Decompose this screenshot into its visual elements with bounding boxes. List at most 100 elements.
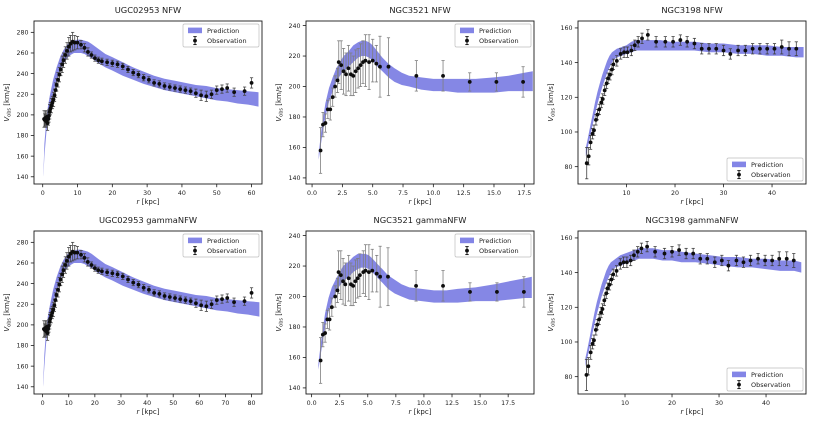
observation-point (610, 67, 614, 72)
observation-point (756, 256, 760, 261)
observation-point (338, 273, 343, 278)
observation-points (42, 249, 254, 336)
observation-point (663, 39, 668, 44)
y-tick-label: 240 (16, 71, 28, 78)
y-tick-label: 160 (16, 363, 28, 370)
legend: Prediction Observation (454, 233, 532, 258)
observation-point (63, 53, 68, 57)
legend-prediction-label: Prediction (751, 161, 783, 169)
observation-point (765, 46, 770, 51)
observation-point (131, 70, 136, 75)
observation-point (209, 92, 214, 97)
plot-title: NGC3521 NFW (389, 5, 450, 15)
observation-point (441, 73, 445, 78)
observation-point (640, 36, 644, 41)
observation-point (712, 260, 717, 265)
x-tick-label: 30 (117, 400, 125, 407)
observation-point (635, 249, 640, 254)
y-tick-label: 80 (564, 164, 572, 171)
legend: Prediction Observation (726, 157, 804, 182)
y-tick-label: 140 (560, 60, 572, 67)
y-tick-label: 160 (288, 145, 300, 152)
observation-point (678, 38, 683, 42)
observation-point (594, 117, 598, 122)
observation-point (318, 148, 323, 153)
x-axis-label: r [kpc] (409, 408, 432, 416)
x-axis-label: r [kpc] (409, 198, 432, 206)
observation-point (249, 80, 254, 85)
legend-observation-label: Observation (751, 171, 791, 179)
observation-point (93, 56, 97, 61)
y-axis-label: Vobs [km/s] (547, 83, 557, 121)
observation-point (624, 260, 629, 265)
observation-point (178, 297, 183, 301)
x-tick-label: 60 (248, 190, 256, 197)
observation-point (232, 300, 236, 305)
observation-point (157, 82, 162, 86)
y-tick-label: 160 (560, 235, 572, 242)
observation-point (356, 66, 361, 71)
observation-point (614, 58, 619, 63)
observation-point (736, 48, 740, 53)
observation-point (645, 244, 650, 249)
observation-point (63, 263, 68, 267)
y-tick-label: 140 (16, 174, 28, 181)
observation-point (54, 293, 59, 297)
observation-point (625, 50, 630, 55)
observation-point (75, 250, 80, 255)
observation-point (126, 67, 130, 72)
observation-point (131, 280, 136, 285)
observation-point (92, 266, 97, 271)
observation-point (794, 46, 799, 51)
y-tick-label: 220 (16, 301, 28, 308)
observation-point (178, 87, 183, 91)
observation-point (141, 75, 146, 80)
observation-point (79, 252, 83, 257)
observation-point (56, 77, 60, 82)
observation-point (61, 58, 66, 63)
axes-frame (305, 20, 535, 185)
observation-point (685, 39, 690, 44)
observation-point (750, 46, 755, 51)
observation-point (336, 270, 341, 275)
y-tick-label: 260 (16, 260, 28, 267)
observation-point (670, 249, 674, 254)
observation-point (341, 69, 346, 74)
observation-point (162, 84, 167, 88)
observation-point (105, 60, 109, 65)
observation-point (57, 282, 62, 287)
x-tick-label: 10 (623, 190, 631, 197)
x-tick-label: 80 (248, 400, 256, 407)
observation-point (60, 62, 65, 67)
observation-point (699, 46, 704, 51)
observation-point (791, 258, 796, 263)
plot-title: NGC3198 NFW (661, 5, 722, 15)
legend: Prediction Observation (726, 367, 804, 392)
y-axis-label: Vobs [km/s] (547, 293, 557, 331)
observation-point (374, 61, 379, 66)
observation-point (75, 40, 80, 45)
observation-point (242, 89, 247, 94)
subplot-ugc02953-gammanfw: 0 10 20 30 40 50 60 70 80 140 160 180 200 220 240 260 28… (3, 215, 263, 416)
observation-point (136, 282, 141, 287)
y-axis-label: Vobs [km/s] (3, 293, 13, 331)
x-tick-label: 2.5 (337, 190, 347, 197)
observation-point (684, 251, 689, 256)
observation-point (602, 88, 607, 93)
observation-point (374, 271, 379, 276)
x-tick-label: 2.5 (335, 400, 345, 407)
x-axis-label: r [kpc] (137, 198, 160, 206)
observation-point (52, 303, 57, 308)
observation-point (318, 358, 323, 363)
observation-point (748, 258, 753, 263)
y-axis-label: Vobs [km/s] (275, 83, 285, 121)
observation-point (328, 107, 333, 112)
observation-point (586, 154, 591, 159)
y-tick-label: 240 (16, 281, 28, 288)
y-tick-label: 140 (288, 385, 300, 392)
observation-point (225, 86, 230, 90)
observation-point (242, 299, 247, 304)
y-tick-label: 200 (16, 112, 28, 119)
y-tick-label: 140 (288, 175, 300, 182)
y-tick-label: 280 (16, 30, 28, 37)
